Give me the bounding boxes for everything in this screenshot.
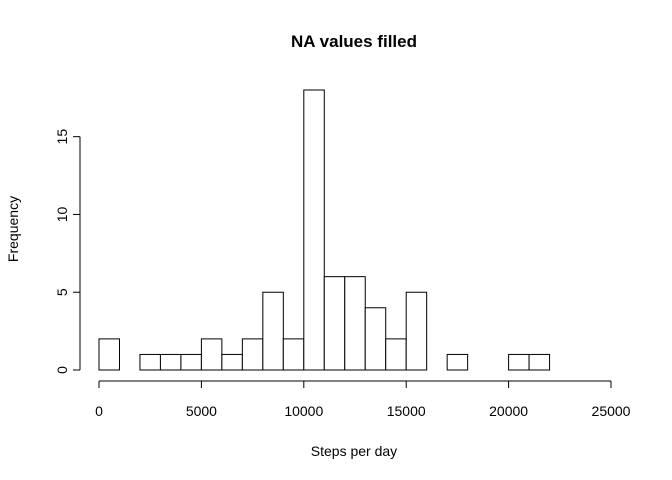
- histogram-bar-0: [98, 338, 120, 371]
- x-axis: 0 5000 10000 15000 20000 25000: [95, 380, 631, 419]
- y-tick-label: 10: [54, 206, 70, 222]
- y-tick-label: 0: [54, 366, 70, 374]
- histogram-bar-8: [262, 291, 284, 371]
- bars-group: [98, 89, 551, 371]
- chart-title: NA values filled: [291, 32, 417, 51]
- x-axis-label: Steps per day: [311, 443, 397, 459]
- histogram-bar-10: [303, 89, 325, 371]
- x-tick-label: 15000: [387, 403, 426, 419]
- histogram-bar-14: [385, 338, 407, 371]
- histogram-bar-7: [241, 338, 264, 371]
- histogram-bar-4: [180, 353, 202, 371]
- histogram-bar-17: [446, 353, 469, 371]
- histogram-bar-13: [364, 307, 387, 371]
- x-tick-label: 10000: [284, 403, 323, 419]
- x-tick-label: 20000: [489, 403, 528, 419]
- histogram-bar-21: [528, 353, 551, 371]
- histogram-bar-12: [344, 276, 366, 371]
- histogram-bar-5: [200, 338, 223, 371]
- y-tick-label: 15: [54, 129, 70, 145]
- y-axis-label: Frequency: [5, 196, 21, 262]
- x-tick-label: 25000: [592, 403, 631, 419]
- histogram-bar-11: [323, 276, 346, 371]
- histogram-bar-2: [139, 353, 161, 371]
- y-tick-label: 5: [54, 288, 70, 296]
- histogram-bar-6: [221, 353, 243, 371]
- histogram-bar-3: [159, 353, 182, 371]
- x-tick-label: 5000: [186, 403, 217, 419]
- histogram-bar-20: [508, 353, 530, 371]
- histogram-bar-15: [405, 291, 428, 371]
- histogram-bar-9: [282, 338, 305, 371]
- y-axis: 0 5 10 15: [54, 129, 81, 374]
- x-tick-label: 0: [95, 403, 103, 419]
